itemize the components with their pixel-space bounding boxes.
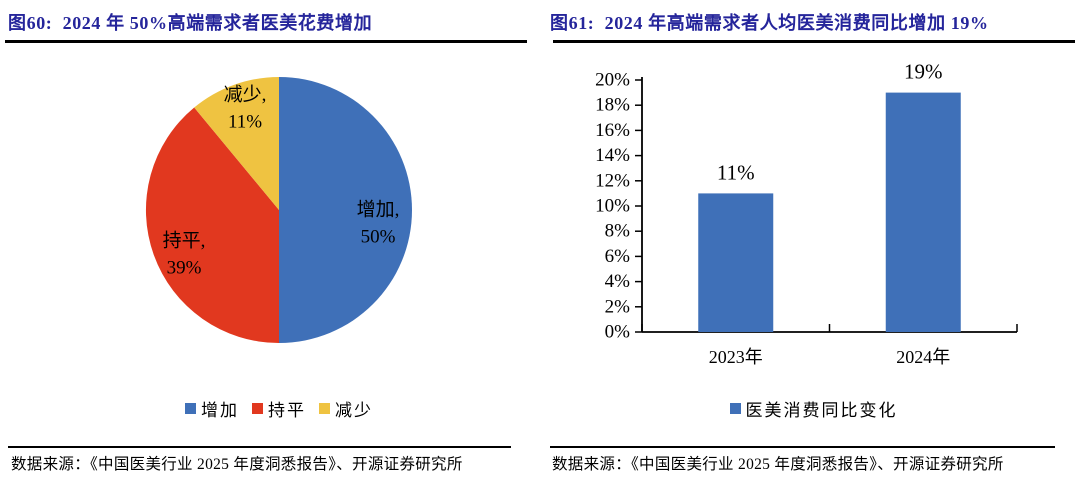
pie-legend-label: 增加 [201, 401, 239, 420]
pie-legend-swatch [319, 403, 330, 414]
pie-slice-label-1: 持平, 39% [163, 230, 206, 279]
y-tick-label: 10% [595, 196, 630, 217]
y-tick-label: 20% [595, 70, 630, 91]
pie-legend-swatch [252, 403, 263, 414]
bar-legend: 医美消费同比变化 [560, 396, 1067, 421]
y-tick-label: 6% [605, 246, 631, 267]
pie-legend-item: 持平 [252, 396, 306, 421]
bar-1 [885, 92, 961, 332]
y-tick-label: 16% [595, 120, 630, 141]
pie-legend: 增加 持平 减少 [19, 396, 539, 421]
y-tick-label: 18% [595, 95, 630, 116]
pie-legend-label: 持平 [268, 401, 306, 420]
bar-data-label: 11% [717, 160, 755, 184]
y-tick-label: 4% [605, 271, 631, 292]
bar-data-label: 19% [904, 60, 943, 84]
right-source-rule [550, 446, 1055, 448]
right-source-note: 数据来源：《中国医美行业 2025 年度洞悉报告》、开源证券研究所 [552, 456, 1004, 473]
pie-legend-item: 减少 [319, 396, 373, 421]
bar-legend-swatch [729, 403, 741, 414]
bar-0 [698, 193, 774, 332]
left-title-rule [5, 40, 527, 43]
bar-chart: 0% 2% 4% 6% 8% 10% 12% 14% 16% 18% 20% 2023年 11% 2024… [595, 60, 1018, 367]
pie-chart: 增加, 50% 持平, 39% 减少, 11% [145, 76, 412, 344]
y-tick-label: 0% [605, 322, 631, 343]
pie-slice-label-2: 减少, 11% [224, 84, 267, 133]
y-tick-label: 8% [605, 221, 631, 242]
right-figure-title: 图61: 2024 年高端需求者人均医美消费同比增加 19% [550, 13, 989, 33]
y-tick-label: 12% [595, 170, 630, 191]
pie-slice-1 [145, 107, 279, 344]
left-figure-title: 图60: 2024 年 50%高端需求者医美花费增加 [8, 13, 373, 33]
pie-legend-item: 增加 [185, 396, 239, 421]
y-tick-label: 2% [605, 296, 631, 317]
pie-legend-swatch [185, 403, 196, 414]
left-source-rule [8, 446, 511, 448]
pie-legend-label: 减少 [335, 401, 373, 420]
y-tick-label: 14% [595, 145, 630, 166]
pie-slice-2 [194, 76, 279, 210]
bar-legend-item: 医美消费同比变化 [729, 396, 898, 421]
bar-legend-label: 医美消费同比变化 [745, 401, 898, 420]
x-category-label: 2024年 [896, 347, 950, 367]
pie-slice-0 [279, 77, 412, 343]
x-category-label: 2023年 [709, 347, 763, 367]
pie-slice-label-0: 增加, 50% [357, 199, 400, 248]
right-title-rule [553, 40, 1075, 43]
left-source-note: 数据来源：《中国医美行业 2025 年度洞悉报告》、开源证券研究所 [11, 456, 463, 473]
